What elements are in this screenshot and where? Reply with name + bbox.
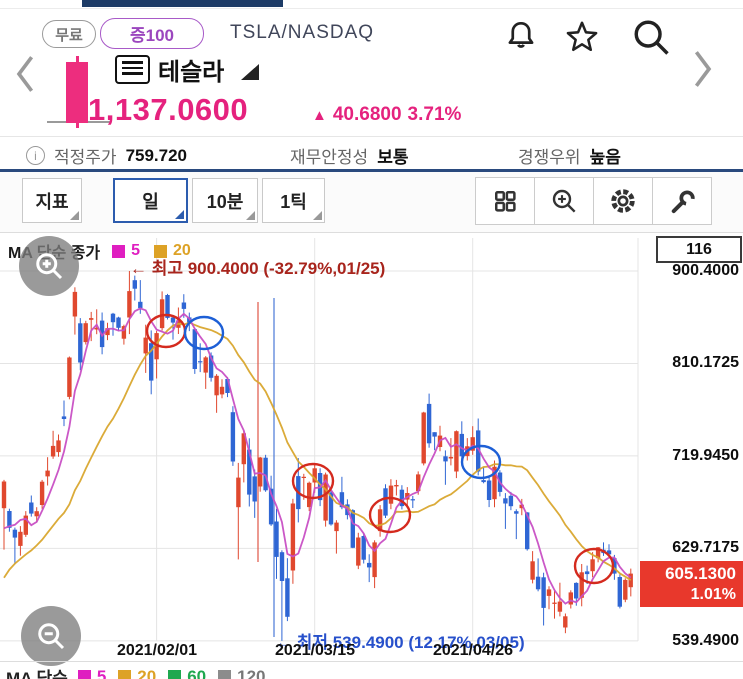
- chevron-right-icon[interactable]: [688, 48, 716, 95]
- competitive-edge-label: 경쟁우위: [518, 148, 581, 167]
- competitive-edge-group: 경쟁우위 높음: [518, 143, 621, 168]
- list-box-icon[interactable]: [115, 55, 150, 84]
- y-axis-label: 629.7175: [672, 539, 739, 556]
- change-arrow-icon: ▲: [312, 107, 327, 124]
- stock-name[interactable]: 테슬라: [158, 59, 225, 86]
- y-axis-label: 900.4000: [672, 262, 739, 279]
- timeframe-day-label: 일: [142, 191, 159, 212]
- ma5-bottom-label: 5: [96, 666, 107, 679]
- name-dropdown-triangle[interactable]: [241, 64, 259, 80]
- low-annotation: ← 최저 539.4900 (12.17%,03/05): [275, 633, 525, 652]
- indicator-button[interactable]: 지표: [22, 178, 82, 223]
- ma5-label: 5: [131, 242, 140, 259]
- timeframe-1tick-button[interactable]: 1틱: [262, 178, 325, 223]
- current-price-tag-percent: 1.01%: [690, 586, 736, 603]
- x-axis-label: 2021/04/26: [432, 642, 514, 659]
- ma60-bottom-label: 60: [187, 666, 207, 679]
- timeframe-1tick-label: 1틱: [280, 191, 307, 212]
- search-icon[interactable]: [628, 14, 674, 65]
- mini-candle-icon: [46, 54, 116, 130]
- badge-free[interactable]: 무료: [42, 20, 96, 48]
- status-bar-fragment: [82, 0, 283, 7]
- timeframe-10min-button[interactable]: 10분: [192, 178, 258, 223]
- navy-divider: [0, 169, 743, 172]
- timeframe-10min-label: 10분: [206, 191, 244, 212]
- symbol-label: TSLA/NASDAQ: [230, 22, 375, 43]
- financial-stability-group: 재무안정성 보통: [290, 143, 408, 168]
- ma20-label: 20: [172, 242, 191, 259]
- legend-bottom-title: MA 단순: [6, 669, 68, 679]
- x-axis-label: 2021/03/15: [274, 642, 356, 659]
- ma20-bottom-label: 20: [137, 666, 157, 679]
- y-axis-label: 539.4900: [672, 632, 739, 649]
- fair-price-group: i 적정주가 759.720: [26, 143, 187, 168]
- change-value: 40.6800: [332, 104, 402, 125]
- info-icon[interactable]: i: [26, 146, 45, 165]
- financial-stability-label: 재무안정성: [290, 148, 369, 167]
- high-annotation: ← 최고 900.4000 (-32.79%,01/25): [130, 259, 386, 278]
- ma120-bottom-label: 120: [237, 666, 266, 679]
- ma5-swatch: [112, 244, 126, 258]
- badge-leverage-100[interactable]: 증100: [100, 18, 204, 49]
- chevron-left-icon[interactable]: [12, 53, 40, 100]
- top-hairline: [0, 8, 743, 9]
- indicator-button-label: 지표: [35, 191, 69, 212]
- current-price: 1,137.0600: [88, 92, 249, 127]
- financial-stability-value: 보통: [377, 148, 409, 167]
- bell-icon[interactable]: [502, 16, 540, 61]
- y-axis-label: 719.9450: [672, 447, 739, 464]
- chart-zoom-in-button[interactable]: [19, 236, 79, 296]
- wrench-icon[interactable]: [653, 178, 711, 224]
- current-price-tag: 605.1300 1.01%: [640, 561, 743, 607]
- layout-grid-icon[interactable]: [476, 178, 535, 224]
- timeframe-day-button[interactable]: 일: [113, 178, 188, 223]
- change-percent: 3.71%: [407, 104, 462, 125]
- fair-price-value: 759.720: [125, 145, 188, 165]
- divider: [0, 136, 743, 137]
- price-change: ▲ 40.6800 3.71%: [312, 104, 461, 126]
- fair-price-label: 적정주가: [54, 148, 117, 167]
- current-price-tag-value: 605.1300: [665, 564, 736, 583]
- ma20-swatch: [153, 244, 167, 258]
- chart-tools-group: [475, 177, 712, 225]
- chart-zoom-out-button[interactable]: [21, 606, 81, 666]
- zoom-in-magnifier-icon[interactable]: [535, 178, 594, 224]
- bar-count-box[interactable]: 116: [656, 236, 742, 263]
- bottom-divider: [0, 661, 743, 662]
- chart-legend-bottom: MA 단순 5 20 60 120: [6, 664, 266, 679]
- star-icon[interactable]: [562, 18, 602, 61]
- x-axis-label: 2021/02/01: [116, 642, 198, 659]
- candlestick-chart[interactable]: [0, 232, 743, 660]
- settings-gear-icon[interactable]: [594, 178, 653, 224]
- competitive-edge-value: 높음: [589, 148, 621, 167]
- y-axis-label: 810.1725: [672, 354, 739, 371]
